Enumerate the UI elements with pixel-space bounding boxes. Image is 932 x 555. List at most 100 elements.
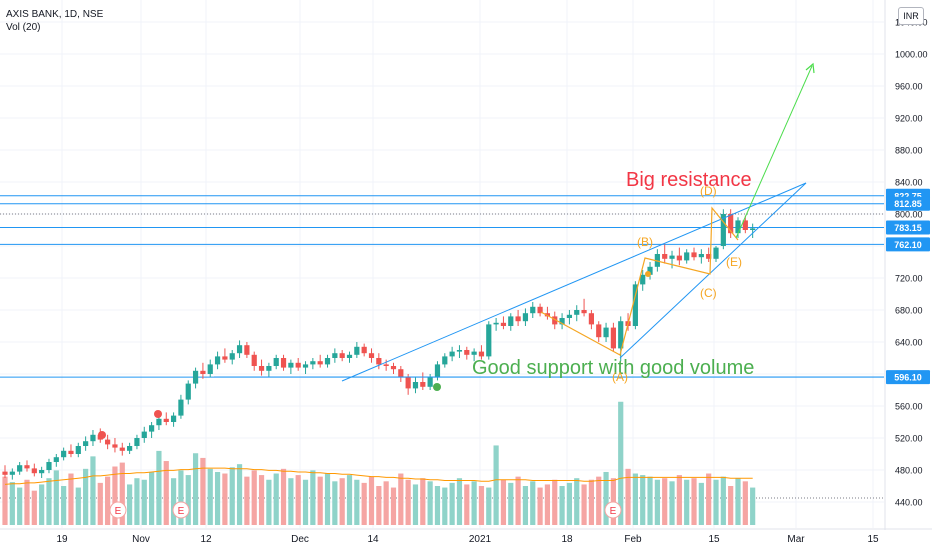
candle-body [354, 346, 360, 355]
volume-bar [434, 486, 441, 525]
candle-body [669, 255, 675, 259]
grid [0, 0, 884, 528]
volume-bar [105, 476, 111, 525]
volume-bar [449, 482, 455, 525]
candle-body [61, 450, 67, 458]
candle-body [273, 358, 279, 366]
volume-bar [486, 487, 492, 525]
volume-bar [647, 476, 653, 525]
candle-body [588, 313, 594, 325]
volume-bar [339, 478, 345, 525]
volume-bar [566, 482, 573, 525]
volume-bar [383, 481, 389, 525]
volume-indicator-label: Vol (20) [6, 22, 41, 33]
volume-bar [691, 478, 697, 525]
target-arrowhead [805, 62, 815, 74]
volume-bar [61, 486, 67, 525]
candle-body [566, 314, 573, 318]
horizontal-levels [0, 195, 884, 499]
candle-body [178, 399, 184, 416]
volume-bar [75, 487, 81, 525]
price-axis[interactable]: 440.00480.00520.00560.00600.00640.00680.… [884, 0, 928, 530]
candle-body [324, 358, 331, 365]
volume-bar [251, 470, 257, 525]
price-label-box [886, 196, 930, 211]
candle-body [222, 356, 228, 360]
y-tick-label: 640.00 [895, 338, 923, 348]
volume-bar [596, 476, 602, 525]
candle-body [691, 252, 697, 258]
candle-body [90, 434, 96, 442]
candle-body [647, 266, 653, 275]
candle-body [170, 415, 177, 422]
candle-body [420, 382, 426, 387]
price-label-box [886, 237, 930, 252]
candle-body [456, 350, 463, 352]
candle-body [185, 383, 191, 400]
volume-bar [493, 445, 499, 525]
x-tick-label: Nov [132, 534, 150, 545]
volume-bar [324, 473, 331, 525]
candle-body [405, 377, 411, 389]
target-arrow [735, 65, 813, 239]
volume-bar [310, 470, 316, 525]
volume-bar [720, 476, 726, 525]
volume-bar [405, 479, 411, 525]
volume-bar [412, 484, 419, 525]
x-tick-label: Mar [787, 534, 805, 545]
candle-body [9, 471, 15, 475]
x-tick-label: 14 [367, 534, 379, 545]
candle-body [464, 350, 470, 355]
marker-orange-dot [645, 271, 651, 277]
x-tick-label: 15 [708, 534, 720, 545]
candle-body [698, 254, 704, 258]
volume-bar [544, 484, 551, 525]
volume-bar [192, 453, 199, 525]
volume-bar [427, 481, 433, 525]
lower-trendline [619, 182, 807, 359]
volume-bar [170, 478, 177, 525]
candle-body [83, 441, 89, 446]
candle-body [192, 370, 199, 384]
candle-body [200, 370, 206, 374]
candle-body [214, 356, 221, 365]
candle-body [471, 351, 477, 355]
candle-body [383, 364, 389, 366]
drawings [98, 62, 884, 439]
candle-body [713, 247, 719, 259]
volume-bar [654, 479, 660, 525]
volume-bar [266, 479, 272, 525]
marker-green-dot [433, 383, 441, 391]
wave-label-a: (A) [612, 370, 628, 384]
volume-bar [24, 479, 30, 525]
candle-body [500, 322, 507, 326]
candle-body [720, 214, 726, 246]
volume-bar [127, 484, 133, 525]
candle-body [742, 220, 748, 230]
volume-bar [632, 473, 638, 525]
marker-red-dot [98, 431, 106, 439]
earnings-marker [172, 501, 190, 519]
volume-bar [134, 478, 140, 525]
y-tick-label: 480.00 [895, 466, 923, 476]
volume-bar [640, 475, 646, 525]
wave-label-b: (B) [637, 235, 653, 249]
earnings-marker-label: E [115, 506, 122, 517]
volume-bar [68, 473, 74, 525]
candle-body [119, 447, 125, 451]
wave-label-d: (D) [700, 184, 717, 198]
candle-body [75, 446, 81, 454]
candle-body [258, 366, 265, 371]
time-axis[interactable]: 19 Nov 12 Dec 14 2021 18 Feb 15 Mar 15 [0, 528, 932, 545]
marker-red-dot [154, 410, 162, 418]
y-tick-label: 680.00 [895, 306, 923, 316]
currency-button[interactable]: INR [898, 7, 924, 25]
volume-bar [97, 482, 103, 525]
volume-bar [178, 470, 184, 525]
volume-bar [713, 479, 719, 525]
volume-bar [31, 490, 37, 525]
volume-bar [119, 462, 125, 525]
